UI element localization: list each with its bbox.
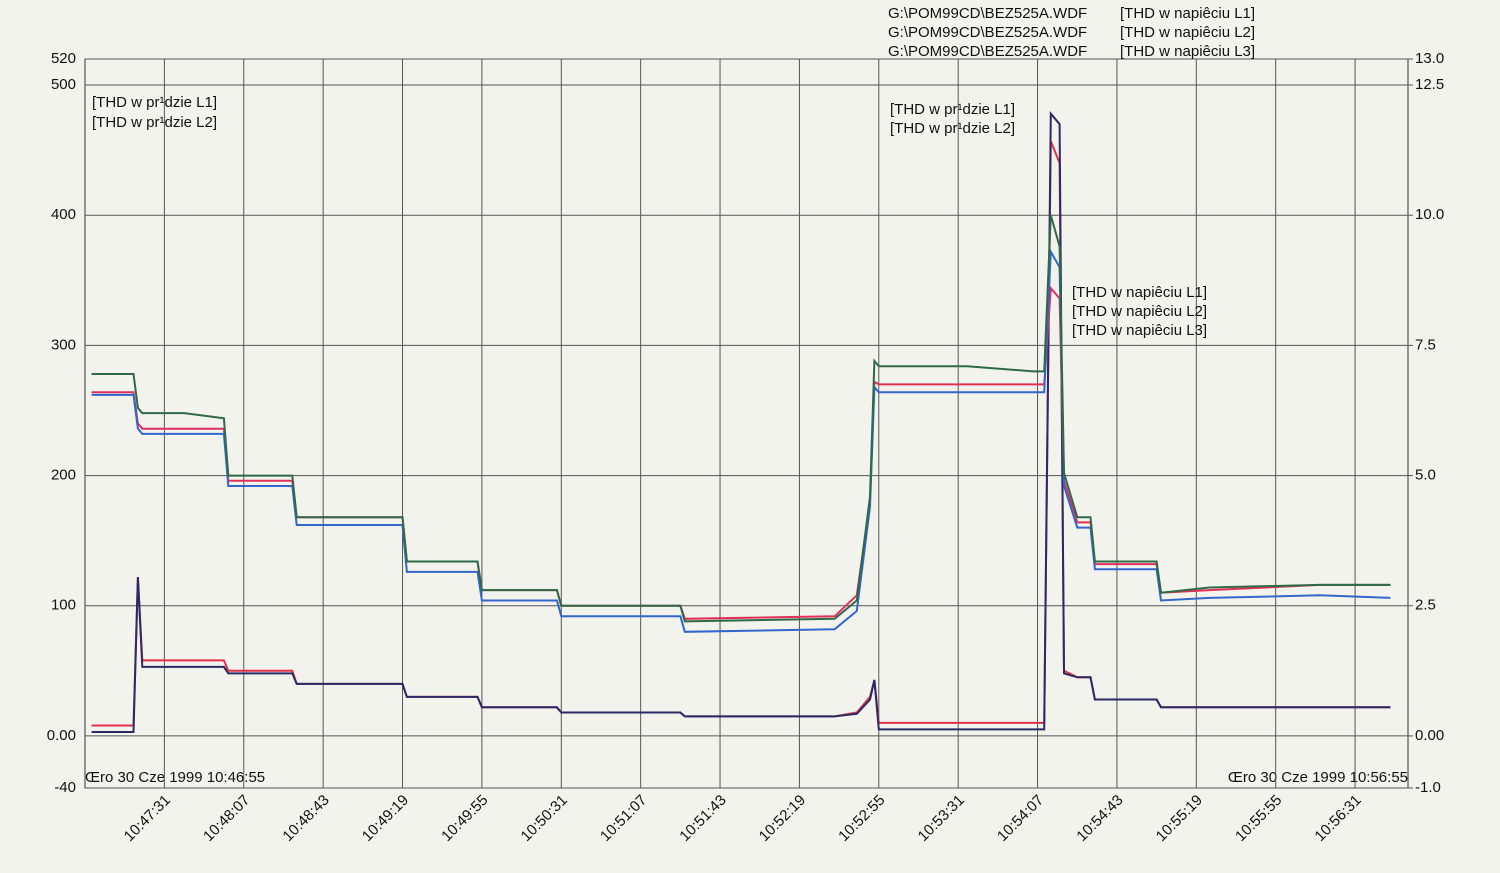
x-tick-label: 10:55:19 (1153, 792, 1206, 845)
y2-tick-label: -1.0 (1415, 779, 1441, 796)
x-tick-label: 10:54:07 (994, 792, 1047, 845)
series-line (91, 248, 1391, 633)
y2-tick-label: 7.5 (1415, 336, 1436, 353)
x-tick-label: 10:51:07 (597, 792, 650, 845)
series-line (91, 285, 1391, 620)
series-line (91, 140, 1391, 727)
legend-entry: [THD w pr¹dzie L1] (890, 101, 1015, 118)
x-tick-label: 10:49:55 (438, 792, 491, 845)
x-tick-label: 10:56:31 (1311, 792, 1364, 845)
y2-tick-label: 10.0 (1415, 206, 1444, 223)
legend-entry: [THD w napiêciu L1] (1072, 284, 1207, 301)
y2-tick-label: 13.0 (1415, 50, 1444, 67)
y-tick-label: -40 (54, 779, 76, 796)
start-label: Œro 30 Cze 1999 10:46:55 (85, 769, 265, 786)
legend-entry: [THD w napiêciu L2] (1120, 24, 1255, 41)
end-label: Œro 30 Cze 1999 10:56:55 (1228, 769, 1408, 786)
legend-entry: [THD w napiêciu L1] (1120, 5, 1255, 22)
x-tick-label: 10:52:19 (756, 792, 809, 845)
x-tick-label: 10:55:55 (1232, 792, 1285, 845)
x-tick-label: 10:48:43 (279, 792, 332, 845)
y-tick-label: 300 (51, 336, 76, 353)
x-tick-label: 10:52:55 (835, 792, 888, 845)
file-label: G:\POM99CD\BEZ525A.WDF (888, 43, 1087, 60)
series-line (91, 214, 1391, 623)
x-tick-label: 10:48:07 (200, 792, 253, 845)
plot-frame (84, 58, 1409, 789)
y-tick-label: 200 (51, 467, 76, 484)
y-tick-label: 520 (51, 50, 76, 67)
file-label: G:\POM99CD\BEZ525A.WDF (888, 5, 1087, 22)
file-label: G:\POM99CD\BEZ525A.WDF (888, 24, 1087, 41)
y2-tick-label: 12.5 (1415, 76, 1444, 93)
x-tick-label: 10:49:19 (359, 792, 412, 845)
legend-entry: [THD w napiêciu L3] (1072, 322, 1207, 339)
y-tick-label: 500 (51, 76, 76, 93)
y-tick-label: 0.00 (47, 727, 76, 744)
x-tick-label: 10:53:31 (915, 792, 968, 845)
y-tick-label: 100 (51, 597, 76, 614)
legend-entry: [THD w napiêciu L3] (1120, 43, 1255, 60)
series-line (91, 111, 1391, 733)
y2-tick-label: 0.00 (1415, 727, 1444, 744)
y2-tick-label: 5.0 (1415, 467, 1436, 484)
x-tick-label: 10:47:31 (121, 792, 174, 845)
y-tick-label: 400 (51, 206, 76, 223)
legend-entry: [THD w napiêciu L2] (1072, 303, 1207, 320)
legend-entry: [THD w pr¹dzie L2] (92, 114, 217, 131)
x-tick-label: 10:54:43 (1073, 792, 1126, 845)
x-tick-label: 10:50:31 (518, 792, 571, 845)
legend-entry: [THD w pr¹dzie L2] (890, 120, 1015, 137)
x-tick-label: 10:51:43 (676, 792, 729, 845)
y2-tick-label: 2.5 (1415, 597, 1436, 614)
legend-entry: [THD w pr¹dzie L1] (92, 94, 217, 111)
